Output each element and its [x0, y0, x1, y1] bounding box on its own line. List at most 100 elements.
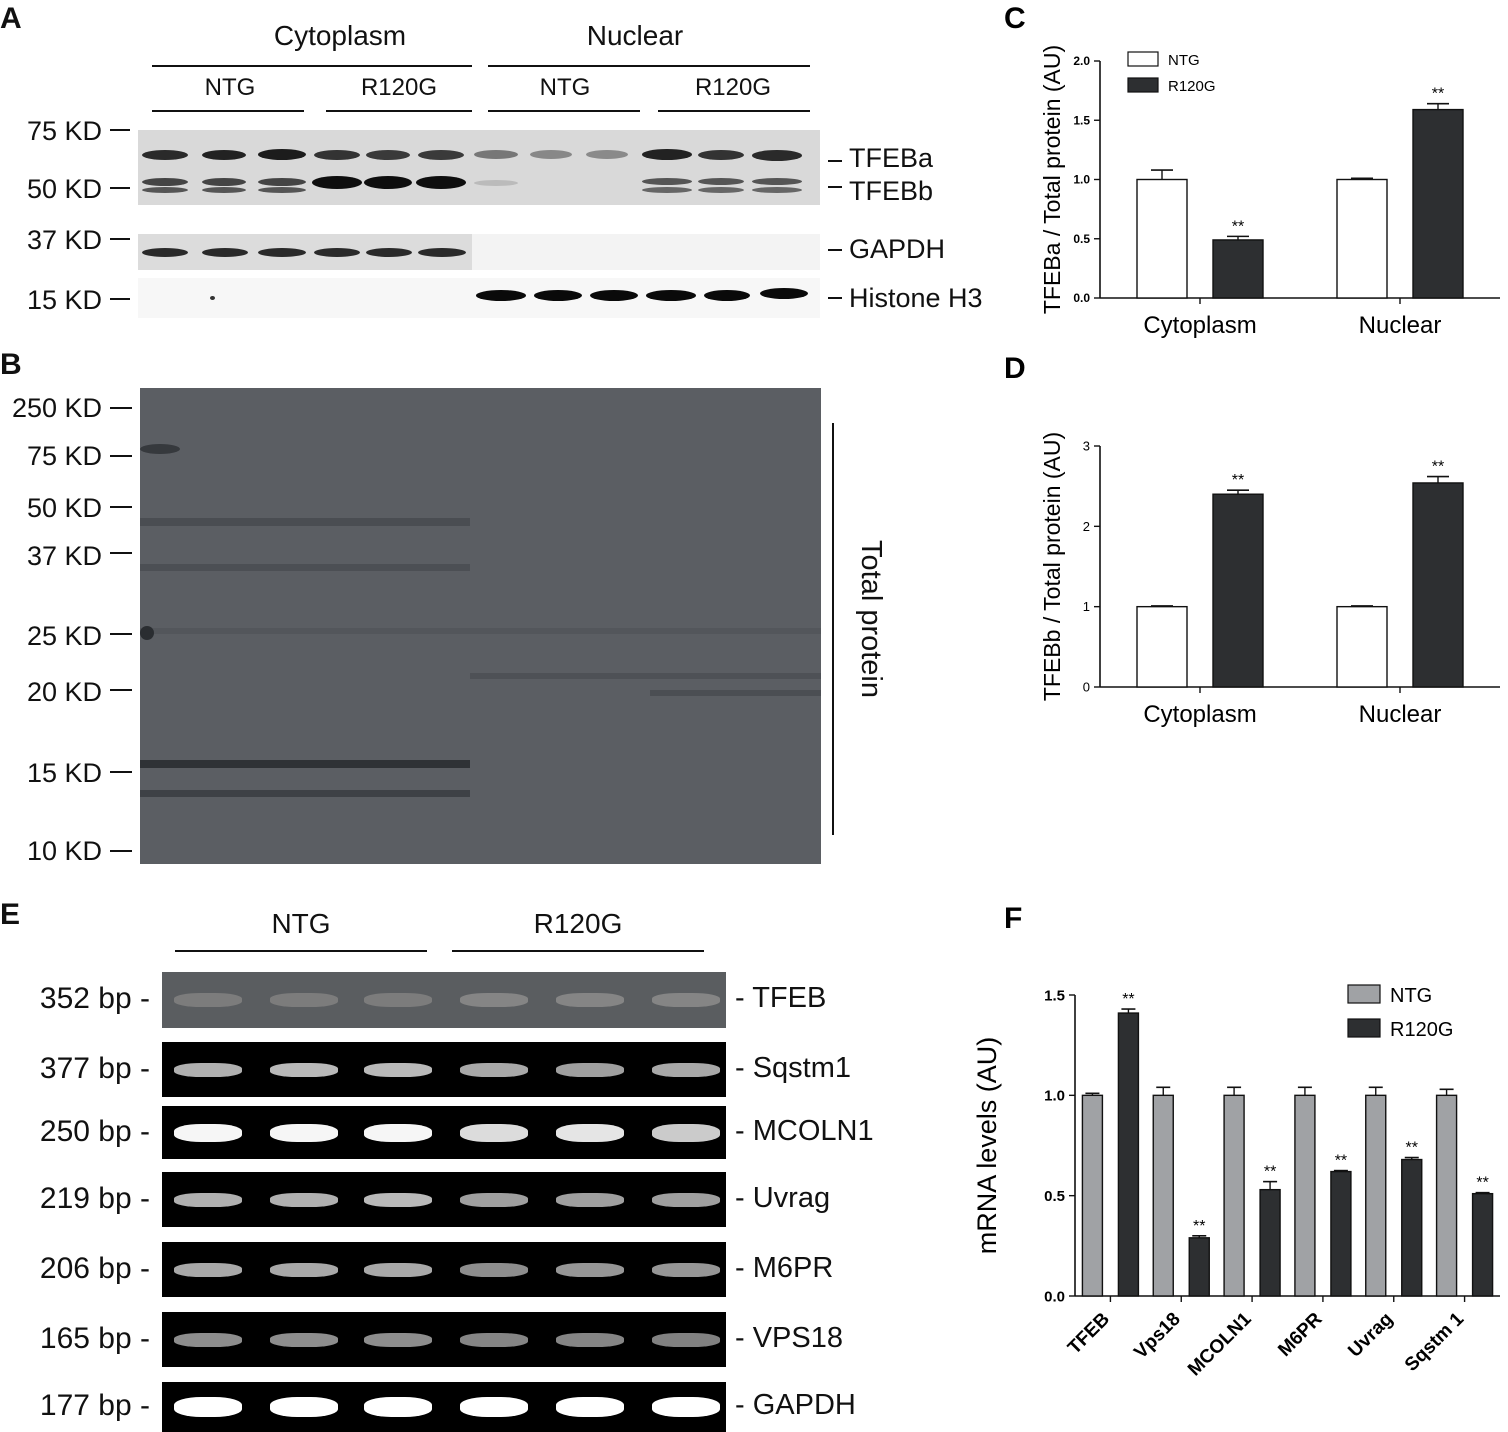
bracket-r120g [452, 950, 704, 952]
x-tick-label: M6PR [1274, 1308, 1326, 1360]
bar-r120g-1 [1412, 108, 1464, 299]
gel-band [460, 1333, 528, 1347]
gel-band [364, 1063, 432, 1077]
significance-label: ** [1476, 1175, 1488, 1192]
gel-band [556, 1263, 624, 1277]
mw-tick [110, 298, 130, 300]
y-tick-label: 3 [1083, 439, 1090, 454]
panel-d-label: D [1004, 352, 1026, 385]
gel-band [460, 1193, 528, 1207]
total-protein-label: Total protein [855, 540, 887, 698]
gel-band [174, 1397, 242, 1417]
x-tick-label: Uvrag [1344, 1309, 1397, 1362]
gel-band [174, 1124, 242, 1142]
gel-band [174, 993, 242, 1007]
group-ntg-cyto: NTG [204, 74, 256, 101]
gel-band [652, 1124, 720, 1142]
mw-b-75: 75 KD [26, 441, 102, 471]
significance-label: ** [1122, 991, 1134, 1008]
gel-band [270, 1124, 338, 1142]
mw-tick [110, 407, 132, 409]
gel-band [364, 1333, 432, 1347]
panel-e-label: E [0, 898, 21, 931]
mw-tick [110, 689, 132, 691]
y-tick-label: 1.5 [1073, 113, 1090, 127]
bar-ntg-1 [1152, 1094, 1174, 1297]
group-r120g-cyto: R120G [360, 74, 438, 101]
x-tick-label: MCOLN1 [1184, 1308, 1256, 1380]
y-axis-label: TFEBb / Total protein (AU) [1039, 432, 1065, 701]
gel-band [270, 1397, 338, 1417]
mw-15: 15 KD [26, 285, 102, 315]
band-label-tfeba: TFEBa [849, 143, 934, 173]
gel-6 [162, 1382, 726, 1432]
gel-band [364, 1397, 432, 1417]
histone-blot [138, 278, 820, 318]
tfeb-blot [138, 130, 820, 205]
gel-band [270, 993, 338, 1007]
bar-r120g-0 [1212, 493, 1264, 688]
mw-tick [110, 633, 132, 635]
bracket-1 [152, 110, 304, 112]
mw-tick [110, 238, 130, 240]
mw-50: 50 KD [26, 174, 102, 204]
gel-band [556, 993, 624, 1007]
gel-band [460, 993, 528, 1007]
gel-4 [162, 1242, 726, 1297]
pcr-size-4: 206 bp - [39, 1251, 150, 1285]
pcr-size-5: 165 bp - [39, 1321, 150, 1355]
gel-3 [162, 1172, 726, 1227]
bar-r120g-0 [1117, 1012, 1140, 1297]
significance-label: ** [1432, 86, 1444, 103]
mw-tick [110, 506, 132, 508]
panel-c-label: C [1004, 2, 1026, 35]
bar-r120g-0 [1212, 239, 1264, 299]
pcr-gene-3: - Uvrag [735, 1181, 831, 1214]
bar-ntg-0 [1136, 605, 1188, 688]
gel-band [364, 1124, 432, 1142]
significance-label: ** [1232, 472, 1244, 489]
band-label-histone: Histone H3 [849, 283, 983, 313]
gel-band [652, 1333, 720, 1347]
mw-tick [110, 552, 132, 554]
x-tick-label: Nuclear [1359, 701, 1442, 728]
mw-tick [110, 455, 132, 457]
gel-band [460, 1124, 528, 1142]
bar-r120g-5 [1471, 1192, 1494, 1297]
panel-f-label: F [1004, 902, 1022, 935]
pcr-gene-1: - Sqstm1 [735, 1051, 852, 1084]
nuclear-header: Nuclear [586, 20, 684, 51]
gel-2 [162, 1106, 726, 1159]
y-tick-label: 1.5 [1044, 987, 1065, 1004]
total-protein-bracket [832, 423, 834, 835]
gel-band [174, 1333, 242, 1347]
band-label-tfebb: TFEBb [849, 176, 934, 206]
y-tick-label: 2.0 [1073, 54, 1090, 68]
x-tick-label: Sqstm 1 [1401, 1308, 1468, 1375]
x-tick-label: Cytoplasm [1143, 312, 1256, 339]
gel-band [556, 1397, 624, 1417]
y-tick-label: 0.5 [1044, 1188, 1065, 1205]
bar-ntg-2 [1223, 1094, 1245, 1297]
x-tick-label: TFEB [1064, 1309, 1114, 1359]
mw-b-50: 50 KD [26, 493, 102, 523]
x-tick-label: Cytoplasm [1143, 701, 1256, 728]
bar-ntg-1 [1336, 178, 1388, 299]
y-axis-label: TFEBa / Total protein (AU) [1039, 45, 1065, 314]
legend-swatch-r120g [1347, 1018, 1381, 1038]
x-tick-label: Nuclear [1359, 312, 1442, 339]
gel-band [364, 993, 432, 1007]
gel-band [556, 1063, 624, 1077]
significance-label: ** [1406, 1140, 1418, 1157]
y-tick-label: 1 [1083, 599, 1090, 614]
gel-band [270, 1063, 338, 1077]
bar-r120g-2 [1259, 1188, 1281, 1297]
bar-r120g-3 [1330, 1170, 1352, 1297]
significance-label: ** [1335, 1153, 1347, 1170]
group-ntg-nuc: NTG [539, 74, 591, 101]
gel-band [174, 1263, 242, 1277]
mw-tick [110, 771, 132, 773]
bracket-ntg [175, 950, 427, 952]
pcr-gene-5: - VPS18 [735, 1321, 843, 1354]
gel-1 [162, 1042, 726, 1097]
